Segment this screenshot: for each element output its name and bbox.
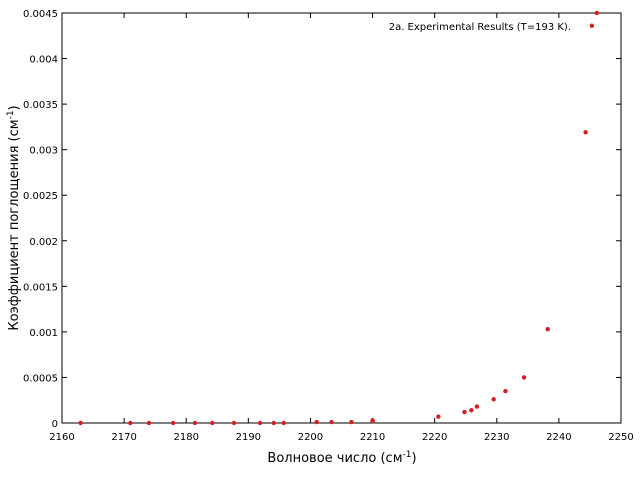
y-tick-label: 0.002	[29, 237, 58, 248]
data-point	[349, 419, 354, 425]
plot-frame	[61, 12, 622, 424]
x-tick-label: 2170	[111, 432, 136, 443]
data-point	[329, 419, 334, 425]
data-point	[370, 418, 375, 423]
y-tick-label: 0.0015	[23, 282, 58, 293]
x-tick-label: 2200	[298, 432, 323, 443]
ticks: 2160 2170 2180 2190 2200 2210 2220 2230 2240 2250…	[23, 9, 634, 443]
data-point	[474, 404, 480, 409]
x-axis-label: Волновое число (см-1)	[267, 450, 416, 466]
data-point	[491, 397, 496, 402]
x-tick-label: 2160	[49, 432, 74, 443]
x-tick-label: 2210	[360, 432, 385, 443]
data-points	[78, 10, 599, 426]
y-tick-label: 0	[52, 419, 58, 430]
data-point	[78, 420, 83, 426]
y-tick-label: 0.004	[29, 55, 58, 66]
x-tick-label: 2180	[173, 432, 198, 443]
data-point	[128, 420, 133, 426]
data-point	[146, 420, 152, 426]
data-point	[594, 10, 599, 16]
data-point	[462, 409, 467, 415]
x-tick-label: 2240	[546, 432, 571, 443]
data-point	[281, 420, 286, 426]
y-tick-label: 0.003	[29, 146, 58, 157]
y-axis-label: Коэффициент поглощения (см-1)	[6, 105, 22, 330]
y-tick-label: 0.0045	[23, 9, 58, 20]
data-point	[210, 420, 215, 426]
data-point	[271, 420, 276, 426]
data-point	[589, 23, 595, 28]
data-point	[583, 130, 588, 135]
data-point	[469, 408, 474, 413]
data-point	[503, 388, 508, 394]
y-tick-label: 0.001	[29, 328, 58, 339]
x-tick-label: 2190	[236, 432, 261, 443]
data-point	[257, 420, 263, 426]
data-point	[231, 420, 237, 426]
y-tick-label: 0.0025	[23, 191, 58, 202]
x-tick-label: 2230	[484, 432, 509, 443]
data-point	[170, 420, 176, 426]
data-point	[192, 420, 198, 426]
x-tick-label: 2220	[422, 432, 447, 443]
y-tick-label: 0.0005	[23, 373, 58, 384]
legend-label: 2a. Experimental Results (T=193 K).	[389, 22, 571, 33]
data-point	[545, 326, 550, 332]
data-point	[436, 414, 441, 419]
data-point	[521, 375, 527, 380]
x-tick-label: 2250	[608, 432, 633, 443]
data-point	[314, 419, 319, 425]
y-tick-label: 0.0035	[23, 100, 58, 111]
